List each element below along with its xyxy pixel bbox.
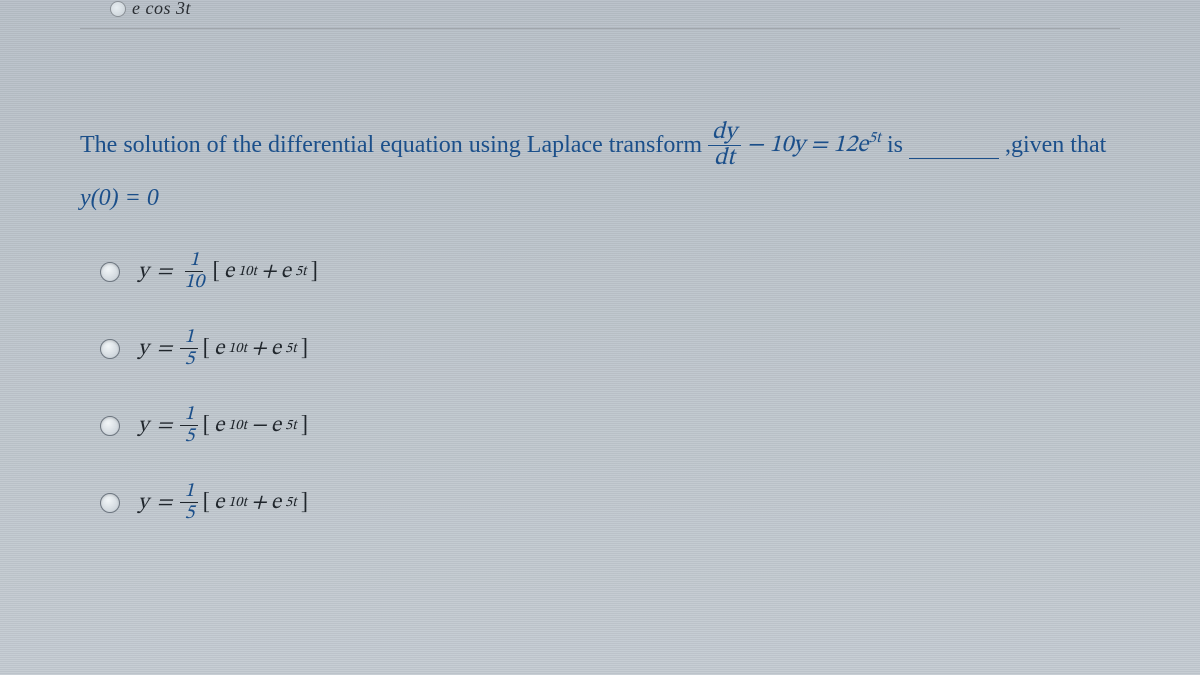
- opt-operator: +: [261, 258, 277, 286]
- opt-term1-exp: 10t: [238, 263, 257, 281]
- opt-term2-exp: 5t: [295, 263, 307, 281]
- opt-coef-den: 5: [180, 426, 198, 447]
- option-math: y= 1 5 [e10t − e5t]: [138, 404, 308, 447]
- opt-operator: −: [251, 412, 267, 440]
- opt-term2-exp: 5t: [285, 417, 297, 435]
- question-block: The solution of the differential equatio…: [80, 120, 1140, 212]
- opt-term2-exp: 5t: [285, 340, 297, 358]
- initial-condition: y(0) = 0: [80, 185, 1140, 212]
- opt-coef-num: 1: [180, 481, 198, 503]
- radio-icon[interactable]: [100, 262, 120, 282]
- opt-term2-exp: 5t: [285, 494, 297, 512]
- opt-closing: ]: [301, 412, 309, 440]
- radio-icon[interactable]: [100, 416, 120, 436]
- radio-icon[interactable]: [100, 339, 120, 359]
- opt-operator: +: [251, 489, 267, 517]
- opt-coef-den: 5: [180, 503, 198, 524]
- opt-coef-num: 1: [180, 327, 198, 349]
- opt-coef-den: 10: [180, 272, 208, 293]
- stem-mid: is: [887, 126, 903, 164]
- stem-prefix: The solution of the differential equatio…: [80, 126, 702, 164]
- stem-equation-between: − 10y = 12e: [747, 133, 869, 157]
- opt-term2-base: e: [271, 335, 281, 363]
- stem-fraction-den: dt: [710, 146, 739, 171]
- previous-option-fragment: e cos 3t: [80, 0, 1120, 29]
- opt-term1-exp: 10t: [228, 494, 247, 512]
- opt-term2-base: e: [271, 489, 281, 517]
- opt-operator: +: [251, 335, 267, 363]
- previous-option-row: e cos 3t: [110, 0, 191, 19]
- opt-closing: ]: [301, 335, 309, 363]
- radio-ghost-icon: [110, 1, 126, 17]
- opt-closing: ]: [311, 258, 319, 286]
- stem-equation-rhs: − 10y = 12e5t: [747, 126, 881, 164]
- opt-closing: ]: [301, 489, 309, 517]
- options-list: y= 1 10 [e10t + e5t] y= 1 5 [e10t + e5t]…: [100, 250, 1120, 524]
- opt-term1-exp: 10t: [228, 417, 247, 435]
- option-row[interactable]: y= 1 5 [e10t + e5t]: [100, 327, 1120, 370]
- stem-equation-exponent: 5t: [868, 130, 881, 146]
- stem-fraction: dy dt: [708, 120, 741, 171]
- option-math: y= 1 5 [e10t + e5t]: [138, 327, 308, 370]
- opt-coef-num: 1: [185, 250, 203, 272]
- stem-fraction-num: dy: [708, 120, 741, 146]
- stem-suffix: ,given that: [1005, 126, 1106, 164]
- opt-coef-num: 1: [180, 404, 198, 426]
- option-row[interactable]: y= 1 10 [e10t + e5t]: [100, 250, 1120, 293]
- option-row[interactable]: y= 1 5 [e10t + e 5t]: [100, 481, 1120, 524]
- option-math: y= 1 5 [e10t + e 5t]: [138, 481, 308, 524]
- option-row[interactable]: y= 1 5 [e10t − e5t]: [100, 404, 1120, 447]
- previous-option-text: e cos 3t: [132, 0, 191, 19]
- option-math: y= 1 10 [e10t + e5t]: [138, 250, 318, 293]
- answer-blank[interactable]: [909, 132, 999, 159]
- opt-term2-base: e: [281, 258, 291, 286]
- radio-icon[interactable]: [100, 493, 120, 513]
- opt-term1-exp: 10t: [228, 340, 247, 358]
- opt-coef-den: 5: [180, 349, 198, 370]
- question-stem: The solution of the differential equatio…: [80, 120, 1140, 171]
- opt-term2-base: e: [271, 412, 281, 440]
